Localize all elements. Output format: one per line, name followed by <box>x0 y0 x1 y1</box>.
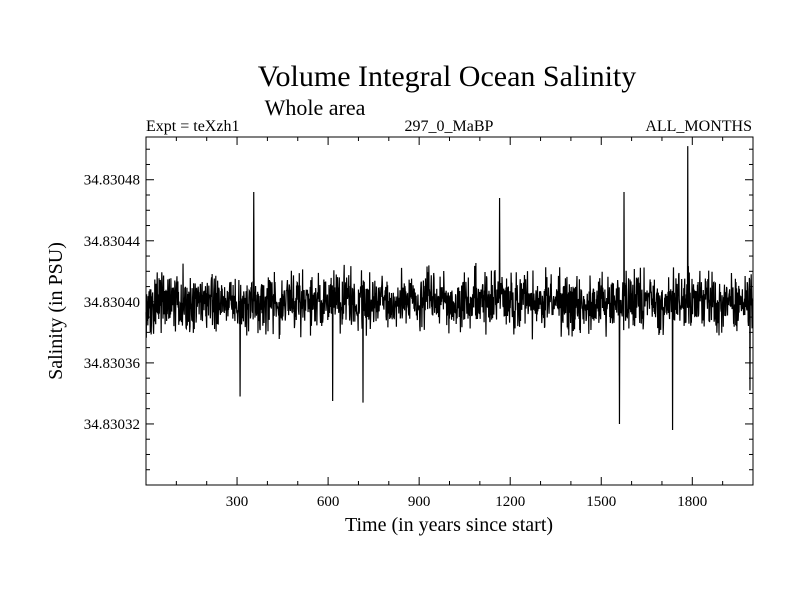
y-tick-label: 34.83032 <box>84 417 140 433</box>
x-tick-label: 1500 <box>586 494 616 510</box>
axes-layer: 300 600 900 1200 1500 1800 34.83032 34.83036 34.… <box>84 137 753 510</box>
y-axis-label: Salinity (in PSU) <box>45 242 67 380</box>
x-tick-label: 900 <box>408 494 431 510</box>
experiment-label: Expt = teXzh1 <box>146 118 239 135</box>
chart-subtitle: Whole area <box>265 95 366 120</box>
y-tick-label: 34.83044 <box>84 234 141 250</box>
series-layer <box>145 146 754 431</box>
x-tick-label: 300 <box>226 494 249 510</box>
x-tick-label: 1800 <box>677 494 707 510</box>
x-tick-label: 1200 <box>495 494 525 510</box>
months-label: ALL_MONTHS <box>645 118 752 135</box>
y-tick-label: 34.83036 <box>84 356 141 372</box>
series-line-salinity <box>145 146 754 431</box>
x-tick-label: 600 <box>317 494 340 510</box>
y-tick-label: 34.83048 <box>84 173 140 189</box>
plot-frame <box>145 136 754 486</box>
period-label: 297_0_MaBP <box>405 118 494 135</box>
y-tick-label: 34.83040 <box>84 295 140 311</box>
chart-title: Volume Integral Ocean Salinity <box>258 60 637 93</box>
x-axis-label: Time (in years since start) <box>345 514 553 536</box>
